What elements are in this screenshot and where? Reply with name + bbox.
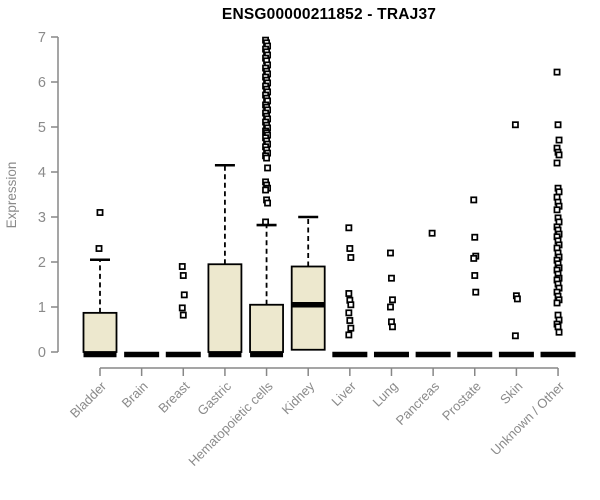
outlier-point: [347, 301, 355, 309]
chart-title: ENSG00000211852 - TRAJ37: [221, 6, 437, 23]
outlier-point: [345, 331, 353, 339]
outlier-point: [179, 311, 187, 319]
box-gastric: [207, 263, 243, 353]
x-tick-label: Breast: [155, 378, 192, 415]
outlier-point: [345, 290, 353, 297]
outlier-point: [347, 324, 355, 332]
y-tick-label: 0: [38, 345, 46, 361]
box-lung: [373, 351, 409, 358]
outlier-point: [262, 218, 270, 226]
x-tick-label: Gastric: [194, 378, 234, 418]
box-skin: [498, 351, 534, 358]
outlier-point: [180, 291, 188, 299]
outlier-point: [345, 224, 353, 232]
x-tick-label: Bladder: [67, 378, 110, 421]
outlier-point: [554, 323, 562, 331]
outlier-point: [555, 188, 563, 196]
x-tick-label: Prostate: [439, 379, 484, 424]
outlier-point: [511, 121, 519, 129]
outlier-point: [511, 332, 519, 340]
box-hematopoietic-cells: [249, 303, 284, 353]
outlier-point: [428, 229, 436, 237]
x-tick-label: Pancreas: [393, 378, 443, 428]
outlier-point: [472, 288, 480, 296]
outlier-point: [387, 303, 394, 311]
outlier-point: [179, 272, 187, 279]
y-tick-label: 4: [38, 165, 46, 181]
outlier-point: [389, 296, 396, 304]
y-tick-label: 3: [38, 210, 46, 226]
outlier-point: [345, 309, 353, 317]
median-line: [83, 351, 117, 358]
box-unknown-other: [540, 351, 576, 358]
outlier-point: [346, 317, 354, 324]
outlier-point: [178, 263, 186, 270]
outlier-point: [470, 254, 478, 262]
x-tick-label: Kidney: [279, 378, 318, 417]
outlier-point: [471, 272, 479, 279]
outlier-point: [470, 196, 478, 204]
outlier-point: [96, 209, 104, 216]
y-tick-label: 7: [38, 30, 46, 46]
box-pancreas: [415, 351, 451, 358]
outlier-point: [553, 159, 561, 167]
outlier-point: [347, 254, 355, 261]
outlier-point: [513, 295, 521, 303]
box-breast: [165, 351, 201, 358]
x-tick-label: Skin: [497, 379, 525, 407]
median-line: [250, 351, 284, 358]
median-line: [291, 302, 325, 308]
box-brain: [124, 351, 160, 358]
outlier-point: [178, 304, 186, 312]
y-tick-label: 6: [38, 75, 46, 91]
x-tick-label: Liver: [328, 378, 359, 409]
outlier-point: [264, 164, 272, 172]
x-tick-label: Brain: [119, 379, 151, 411]
outlier-point: [555, 151, 563, 159]
box-bladder: [82, 311, 118, 353]
outlier-point: [263, 154, 271, 162]
outlier-point: [95, 245, 103, 252]
outlier-point: [388, 274, 395, 282]
outlier-point: [554, 121, 562, 129]
outlier-point: [346, 245, 354, 252]
box-kidney: [290, 265, 326, 351]
x-tick-label: Unknown / Other: [488, 378, 568, 458]
y-tick-label: 2: [38, 255, 46, 271]
outlier-point: [471, 233, 479, 241]
outlier-point: [264, 199, 272, 207]
outlier-point: [555, 328, 563, 336]
outlier-point: [553, 68, 561, 76]
outlier-point: [555, 136, 563, 144]
x-tick-label: Lung: [370, 379, 401, 410]
outlier-point: [387, 249, 394, 257]
box-liver: [332, 351, 368, 358]
outlier-point: [262, 186, 270, 194]
outlier-point: [553, 206, 561, 214]
outlier-point: [553, 299, 561, 307]
y-tick-label: 1: [38, 300, 46, 316]
median-line: [208, 351, 242, 358]
box-prostate: [457, 351, 493, 358]
outlier-point: [389, 323, 396, 331]
y-tick-label: 5: [38, 120, 46, 136]
